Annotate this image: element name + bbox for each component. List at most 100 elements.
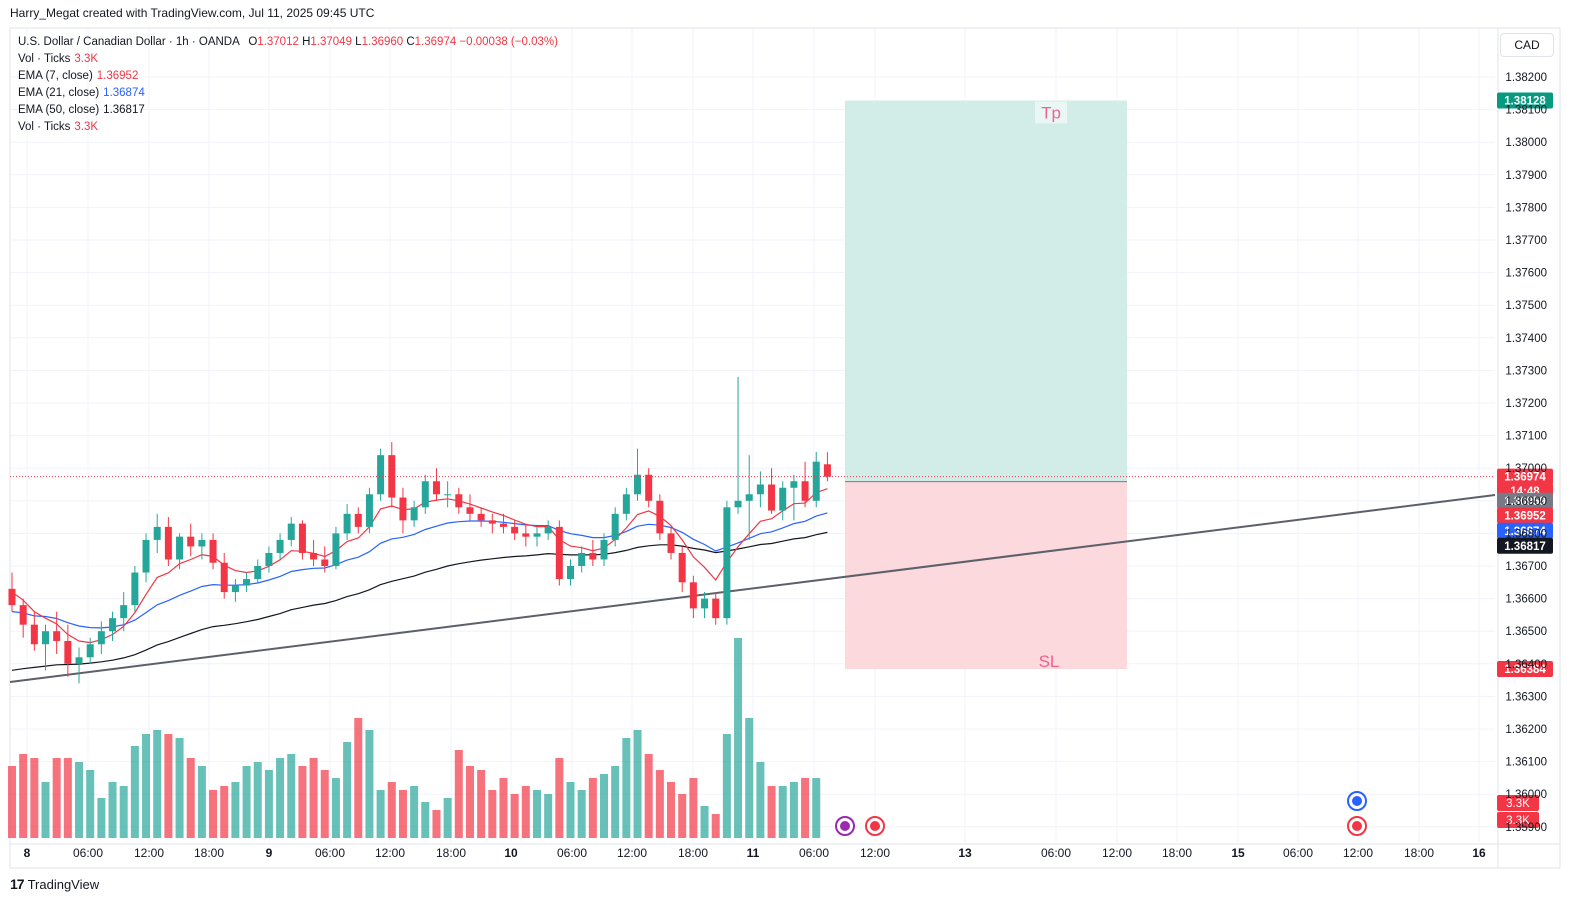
candle-body (53, 631, 61, 641)
candle-body (779, 487, 787, 511)
us-flag-icon[interactable] (1347, 791, 1367, 811)
take-profit-zone (845, 100, 1127, 482)
currency-button[interactable]: CAD (1500, 33, 1554, 57)
volume-bar (477, 770, 486, 838)
candle-body (432, 481, 440, 495)
volume-bar (398, 790, 407, 838)
volume-bar (220, 786, 229, 838)
candle-body (86, 644, 94, 658)
volume-bar (343, 742, 352, 838)
volume-bar (97, 798, 106, 838)
volume-bar (19, 754, 28, 838)
candle-body (187, 536, 195, 547)
time-tick: 18:00 (1404, 846, 1434, 860)
tradingview-brand[interactable]: 17 TradingView (10, 876, 99, 892)
price-tick: 1.37600 (1505, 268, 1547, 280)
price-tick: 1.36800 (1505, 528, 1547, 540)
news-flag-icon[interactable] (835, 816, 855, 836)
vol-row-1[interactable]: Vol · Ticks 3.3K (18, 51, 558, 68)
time-tick: 06:00 (557, 846, 587, 860)
volume-bar (75, 762, 84, 838)
time-tick: 8 (24, 846, 31, 860)
change-value: −0.00038 (−0.03%) (459, 36, 558, 48)
volume-bar (63, 758, 72, 838)
time-tick: 10 (504, 846, 518, 860)
volume-bar (8, 766, 16, 838)
price-label-bg (1497, 492, 1553, 509)
candle-body (254, 566, 262, 580)
volume-bar (488, 790, 497, 838)
volume-bar (454, 750, 463, 838)
volume-bar (734, 638, 743, 838)
ema21-row[interactable]: EMA (21, close) 1.36874 (18, 85, 558, 102)
ema50-row[interactable]: EMA (50, close) 1.36817 (18, 102, 558, 119)
volume-bar (421, 802, 430, 838)
price-tick: 1.36900 (1505, 496, 1547, 508)
symbol-name[interactable]: U.S. Dollar / Canadian Dollar · 1h · OAN… (18, 36, 240, 48)
price-axis[interactable]: 1.38200 1.38100 1.38000 1.37900 1.37800 1.377… (1505, 72, 1547, 834)
candle-body (723, 507, 731, 619)
volume-bar (276, 758, 285, 838)
tradingview-logo-icon: 17 (10, 876, 25, 892)
volume-label: 3.3K (1506, 798, 1530, 810)
ema21-value: 1.36874 (103, 87, 145, 99)
high-value: 1.37049 (310, 36, 352, 48)
candle-body (321, 559, 329, 566)
volume-bar (745, 718, 754, 838)
candle-body (354, 513, 362, 527)
brand-name: TradingView (27, 876, 100, 892)
vol-label: Vol · Ticks (18, 53, 71, 65)
candle-body (600, 539, 608, 560)
canada-flag-icon[interactable] (865, 816, 885, 836)
candle-body (667, 533, 675, 553)
price-label-bg (1497, 468, 1553, 485)
volume-bar (443, 798, 452, 838)
ema50-label: EMA (50, close) (18, 104, 100, 116)
vol-row-2[interactable]: Vol · Ticks 3.3K (18, 119, 558, 136)
time-axis[interactable]: 8 06:00 12:00 18:00 9 06:00 12:00 18:00 10 06:00 1… (24, 846, 1486, 860)
volume-bar (510, 794, 519, 838)
canada-flag-icon[interactable] (1347, 816, 1367, 836)
candle-body (19, 605, 27, 625)
candle-body (790, 481, 798, 488)
volume-bar (376, 790, 385, 838)
volume-bar (600, 774, 609, 838)
vol-label-2: Vol · Ticks (18, 121, 71, 133)
candle-body (142, 539, 150, 573)
volume-bar (52, 758, 61, 838)
ema7-row[interactable]: EMA (7, close) 1.36952 (18, 68, 558, 85)
volume-bar (544, 794, 553, 838)
candle-body (768, 484, 776, 511)
price-tick: 1.37300 (1505, 365, 1547, 377)
candle-body (477, 513, 485, 521)
candle-body (97, 631, 105, 645)
volume-bar (711, 814, 720, 838)
price-tick: 1.36600 (1505, 594, 1547, 606)
candle-body (801, 481, 809, 501)
candle-body (298, 523, 306, 553)
candle-body (176, 536, 184, 560)
candle-body (365, 494, 373, 527)
volume-bar (521, 786, 530, 838)
candle-body (153, 526, 161, 540)
volume-bar (689, 778, 698, 838)
symbol-row[interactable]: U.S. Dollar / Canadian Dollar · 1h · OAN… (18, 34, 558, 51)
volume-bar (532, 790, 541, 838)
price-tick: 1.36300 (1505, 691, 1547, 703)
time-tick: 12:00 (1102, 846, 1132, 860)
price-tick: 1.36400 (1505, 659, 1547, 671)
candle-body (410, 507, 418, 521)
close-label: C (406, 36, 415, 48)
time-tick: 12:00 (375, 846, 405, 860)
volume-bar (130, 746, 139, 838)
volume-label: 3.3K (1506, 815, 1530, 827)
candle-body (555, 526, 563, 580)
price-tick: 1.36200 (1505, 724, 1547, 736)
volume-bar (41, 782, 50, 838)
trendline-layer (9, 494, 1496, 683)
candlesticks (8, 376, 831, 684)
volume-bar (30, 758, 39, 838)
ema7-value: 1.36952 (96, 70, 139, 82)
volume-bar (197, 766, 206, 838)
